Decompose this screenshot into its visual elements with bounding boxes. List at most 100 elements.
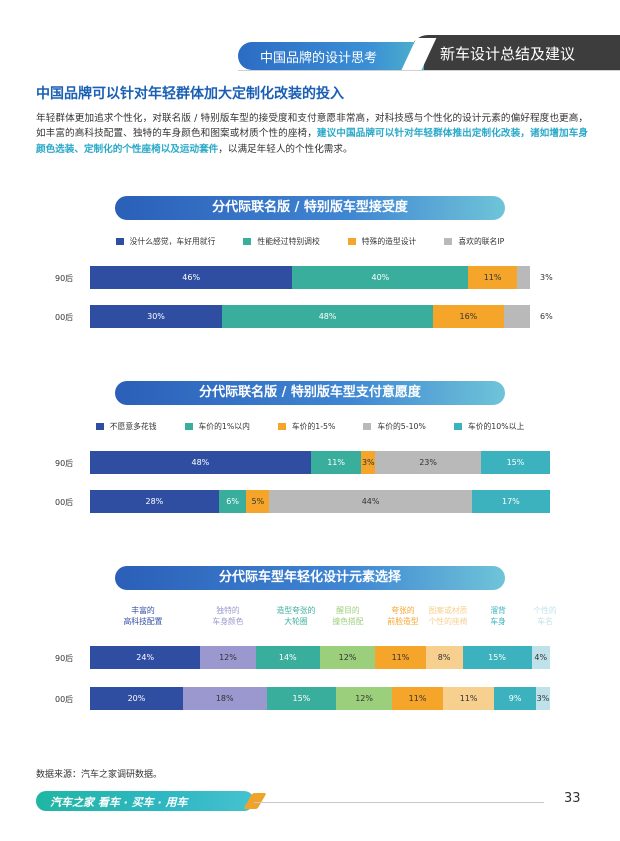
- bar-segment: 16%: [433, 305, 504, 328]
- legend-item: 喜欢的联名IP: [444, 236, 504, 247]
- legend-label: 车价的10%以上: [467, 422, 525, 431]
- legend-label: 车价的1%以内: [198, 422, 250, 431]
- row-label: 90后: [55, 274, 74, 283]
- section-label: 中国品牌的设计思考: [260, 51, 378, 66]
- stacked-bar: 24% 12% 14% 12% 11% 8% 15% 4%: [90, 646, 550, 669]
- intro-highlight: 建议中国品牌可以针对年轻群体推出定制化改装，诸如增加车身颜色选装、定制化的个性座…: [36, 128, 589, 155]
- chart3-legend: 丰富的 高科技配置 独特的 车身颜色 造型夸张的 大轮圈 醒目的 撞色搭配 夸张的 前脸造型 图案或…: [0, 606, 620, 636]
- bar-segment: 5%: [246, 490, 270, 513]
- legend-swatch: [115, 238, 124, 245]
- bar-segment: 48%: [222, 305, 434, 328]
- chart1-title: 分代际联名版 / 特别版车型接受度: [115, 196, 505, 220]
- legend-label: 不愿意多花钱: [109, 422, 157, 431]
- legend-swatch: [444, 238, 453, 245]
- legend-swatch: [363, 423, 372, 430]
- legend-label: 没什么感觉，车好用就行: [129, 237, 216, 246]
- bar-segment: 24%: [90, 646, 201, 669]
- bar-segment: 11%: [375, 646, 426, 669]
- legend-label: 醒目的 撞色搭配: [332, 606, 364, 626]
- legend-label: 溜背 车身: [490, 606, 506, 626]
- legend-label: 图案或材质 个性的座椅: [428, 606, 468, 626]
- legend-item: 没什么感觉，车好用就行: [115, 236, 216, 247]
- chart3-title: 分代际车型年轻化设计元素选择: [115, 566, 505, 590]
- row-label: 00后: [55, 313, 74, 322]
- header-rule: [238, 70, 620, 71]
- footer-rule: [254, 802, 544, 803]
- section-tab: 中国品牌的设计思考: [238, 42, 424, 70]
- bar-segment: 15%: [266, 687, 337, 710]
- chapter-tab: 新车设计总结及建议: [410, 35, 620, 71]
- bar-segment: 40%: [292, 266, 469, 289]
- legend-label: 个性的 车名: [533, 606, 557, 626]
- legend-swatch: [243, 238, 252, 245]
- stacked-bar: 30% 48% 16%: [90, 305, 530, 328]
- bar-segment: 48%: [90, 451, 311, 474]
- legend-label: 喜欢的联名IP: [458, 237, 505, 246]
- intro-paragraph: 年轻群体更加追求个性化，对联名版 / 特别版车型的接受度和支付意愿非常高，对科技…: [36, 111, 588, 157]
- bar-segment: 11%: [310, 451, 362, 474]
- legend-item: 性能经过特别调校: [243, 236, 320, 247]
- legend-item: 车价的10%以上: [453, 421, 525, 432]
- stacked-bar: 20% 18% 15% 12% 11% 11% 9% 3%: [90, 687, 550, 710]
- data-label: 3%: [540, 273, 553, 282]
- chart1-legend: 没什么感觉，车好用就行 性能经过特别调校 特殊的造型设计 喜欢的联名IP: [0, 236, 620, 247]
- legend-label: 夸张的 前脸造型: [387, 606, 419, 626]
- bar-segment: 4%: [531, 646, 550, 669]
- bar-segment: 6%: [218, 490, 247, 513]
- legend-label: 造型夸张的 大轮圈: [276, 606, 316, 626]
- bar-segment: 12%: [336, 687, 392, 710]
- bar-segment: 9%: [494, 687, 537, 710]
- bar-segment: 18%: [182, 687, 267, 710]
- brand-text: 汽车之家 看车 · 买车 · 用车: [50, 796, 188, 809]
- page-number: 33: [564, 791, 581, 806]
- bar-segment: 17%: [471, 490, 550, 513]
- bar-segment: 23%: [375, 451, 481, 474]
- legend-label: 车价的1-5%: [291, 422, 336, 431]
- bar-segment: 11%: [443, 687, 495, 710]
- bar-segment: [503, 305, 530, 328]
- row-label: 00后: [55, 695, 74, 704]
- chart2-title: 分代际联名版 / 特别版车型支付意愿度: [115, 381, 505, 405]
- legend-item: 不愿意多花钱: [95, 421, 157, 432]
- page-title: 中国品牌可以针对年轻群体加大定制化改装的投入: [36, 86, 344, 102]
- bar-segment: 11%: [468, 266, 517, 289]
- legend-swatch: [277, 423, 286, 430]
- legend-swatch: [95, 423, 104, 430]
- bar-segment: 15%: [462, 646, 532, 669]
- stacked-bar: 48% 11% 3% 23% 15%: [90, 451, 550, 474]
- legend-item: 车价的1%以内: [184, 421, 250, 432]
- bar-segment: 46%: [90, 266, 293, 289]
- row-label: 90后: [55, 654, 74, 663]
- legend-label: 特殊的造型设计: [361, 237, 417, 246]
- bar-segment: 3%: [361, 451, 376, 474]
- bar-segment: 28%: [90, 490, 219, 513]
- legend-label: 性能经过特别调校: [257, 237, 320, 246]
- stacked-bar: 46% 40% 11%: [90, 266, 530, 289]
- brand-banner: 汽车之家 看车 · 买车 · 用车: [36, 791, 254, 811]
- legend-item: 车价的1-5%: [277, 421, 336, 432]
- row-label: 00后: [55, 498, 74, 507]
- bar-segment: 20%: [90, 687, 183, 710]
- legend-swatch: [453, 423, 462, 430]
- data-label: 6%: [540, 312, 553, 321]
- legend-label: 独特的 车身颜色: [212, 606, 244, 626]
- bar-segment: 30%: [90, 305, 222, 328]
- bar-segment: 12%: [319, 646, 376, 669]
- stacked-bar: 28% 6% 5% 44% 17%: [90, 490, 550, 513]
- intro-tail: ，以满足年轻人的个性化需求。: [218, 143, 353, 155]
- bar-segment: 11%: [391, 687, 444, 710]
- legend-label: 丰富的 高科技配置: [123, 606, 163, 626]
- legend-item: 特殊的造型设计: [347, 236, 417, 247]
- legend-label: 车价的5-10%: [377, 422, 426, 431]
- chapter-label: 新车设计总结及建议: [440, 45, 576, 63]
- bar-segment: 14%: [255, 646, 320, 669]
- legend-item: 车价的5-10%: [363, 421, 426, 432]
- bar-segment: 3%: [536, 687, 550, 710]
- bar-segment: 12%: [200, 646, 256, 669]
- bar-segment: 44%: [269, 490, 472, 513]
- row-label: 90后: [55, 459, 74, 468]
- bar-segment: [516, 266, 530, 289]
- bar-segment: 8%: [425, 646, 463, 669]
- intro-text: 年轻群体更加追求个性化，对联名版 / 特别版车型的接受度和支付意愿非常高，对科技…: [36, 113, 588, 140]
- legend-swatch: [184, 423, 193, 430]
